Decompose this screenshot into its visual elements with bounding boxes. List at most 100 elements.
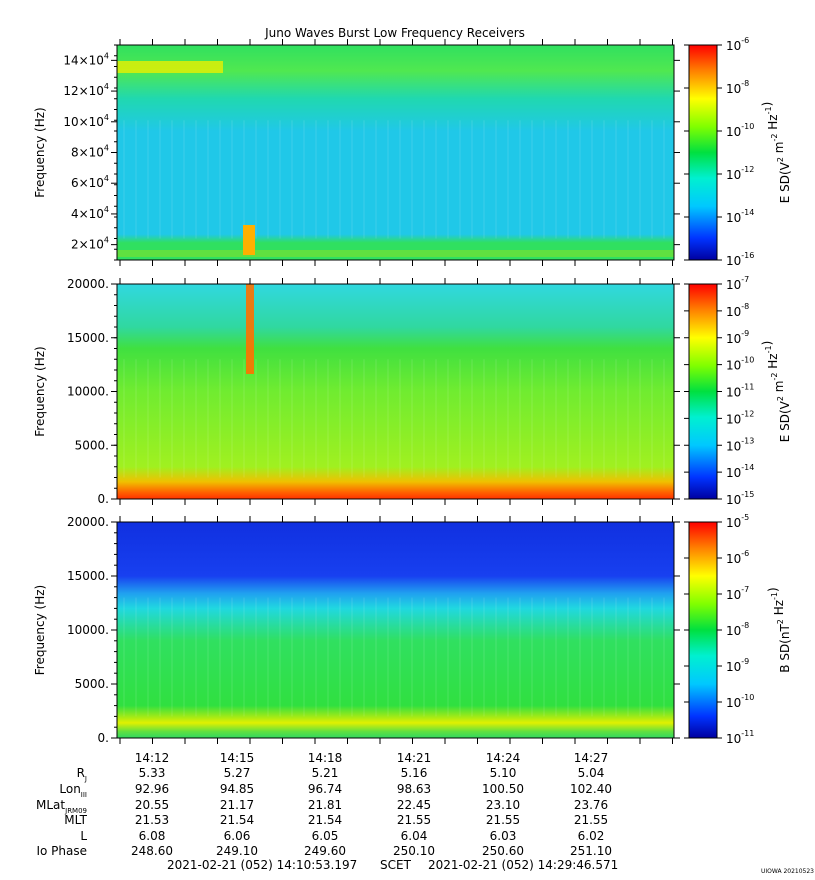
texture-stripe xyxy=(423,597,425,717)
ephemeris-value: 250.60 xyxy=(482,844,524,858)
texture-stripe xyxy=(303,359,305,478)
texture-stripe xyxy=(447,597,449,717)
colorbar-tick-label: 10-14 xyxy=(726,208,754,225)
texture-stripe xyxy=(519,120,521,239)
texture-stripe xyxy=(123,597,125,717)
colorbar-tick-label: 10-10 xyxy=(726,693,754,710)
ephemeris-value: 248.60 xyxy=(131,844,173,858)
colorbar-tick-label: 10-9 xyxy=(726,329,749,346)
texture-stripe xyxy=(615,359,617,478)
texture-stripe xyxy=(375,120,377,239)
texture-stripe xyxy=(159,120,161,239)
texture-stripe xyxy=(231,359,233,478)
texture-stripe xyxy=(363,597,365,717)
y-tick-label: 2×104 xyxy=(71,236,109,252)
texture-stripe xyxy=(363,120,365,239)
texture-stripe xyxy=(639,120,641,239)
texture-stripe xyxy=(375,597,377,717)
ephemeris-value: 23.76 xyxy=(574,798,608,812)
ephemeris-value: 21.54 xyxy=(308,813,342,827)
ephemeris-value: 5.10 xyxy=(490,766,517,780)
texture-stripe xyxy=(183,597,185,717)
ephemeris-row-label: LonIII xyxy=(59,782,87,799)
texture-stripe xyxy=(315,359,317,478)
texture-stripe xyxy=(459,359,461,478)
texture-stripe xyxy=(435,359,437,478)
texture-stripe xyxy=(399,359,401,478)
texture-stripe xyxy=(327,120,329,239)
colorbar-bottom xyxy=(688,521,718,739)
credit-stamp: UIOWA 20210523 xyxy=(761,868,814,875)
texture-stripe xyxy=(531,120,533,239)
texture-stripe xyxy=(543,359,545,478)
texture-stripe xyxy=(423,359,425,478)
texture-stripe xyxy=(219,597,221,717)
texture-stripe xyxy=(603,120,605,239)
ephemeris-value: 96.74 xyxy=(308,782,342,796)
ephemeris-value: 21.81 xyxy=(308,798,342,812)
colorbar-tick-label: 10-9 xyxy=(726,657,749,674)
texture-stripe xyxy=(663,120,665,239)
texture-stripe xyxy=(303,597,305,717)
ephemeris-value: 6.05 xyxy=(312,829,339,843)
texture-stripe xyxy=(387,359,389,478)
texture-stripe xyxy=(183,359,185,478)
texture-stripe xyxy=(447,359,449,478)
ephemeris-value: 20.55 xyxy=(135,798,169,812)
colorbar-label: E SD(V2 m-2 Hz-1) xyxy=(760,102,792,204)
texture-stripe xyxy=(531,359,533,478)
time-end: 2021-02-21 (052) 14:29:46.571 xyxy=(428,858,618,872)
texture-stripe xyxy=(243,597,245,717)
texture-stripe xyxy=(135,120,137,239)
colorbar-tick-label: 10-13 xyxy=(726,436,754,453)
texture-stripe xyxy=(315,597,317,717)
y-tick-label: 12×104 xyxy=(63,82,109,98)
texture-stripe xyxy=(519,359,521,478)
texture-stripe xyxy=(195,120,197,239)
ephemeris-table: RJ 5.33 5.27 5.21 5.16 5.10 5.04 LonIII 92.96 94.… xyxy=(36,766,612,858)
burst-feature xyxy=(246,284,254,374)
x-tick-label: 14:12 xyxy=(135,751,170,765)
texture-stripe xyxy=(387,597,389,717)
ephemeris-value: 21.55 xyxy=(486,813,520,827)
y-tick-label: 10000. xyxy=(67,385,109,399)
texture-stripe xyxy=(663,597,665,717)
texture-stripe xyxy=(339,359,341,478)
texture-stripe xyxy=(543,597,545,717)
texture-stripe xyxy=(291,120,293,239)
texture-stripe xyxy=(147,597,149,717)
ephemeris-value: 5.33 xyxy=(139,766,166,780)
texture-stripe xyxy=(555,597,557,717)
ephemeris-value: 6.02 xyxy=(578,829,605,843)
ephemeris-value: 100.50 xyxy=(482,782,524,796)
texture-stripe xyxy=(627,120,629,239)
texture-stripe xyxy=(471,597,473,717)
ephemeris-value: 249.60 xyxy=(304,844,346,858)
y-axis-label: Frequency (Hz) xyxy=(33,346,47,437)
texture-stripe xyxy=(291,597,293,717)
time-axis: 14:12 14:15 14:18 14:21 14:24 14:27 xyxy=(135,751,609,765)
texture-stripe xyxy=(387,120,389,239)
texture-stripe xyxy=(183,120,185,239)
colorbar-tick-label: 10-8 xyxy=(726,302,749,319)
low-band xyxy=(117,250,674,257)
colorbar-tick-label: 10-7 xyxy=(726,585,749,602)
ephemeris-value: 6.03 xyxy=(490,829,517,843)
spectrogram-bottom xyxy=(117,522,674,738)
texture-stripe xyxy=(591,359,593,478)
texture-stripe xyxy=(255,359,257,478)
ephemeris-value: 94.85 xyxy=(220,782,254,796)
texture-stripe xyxy=(459,597,461,717)
texture-stripe xyxy=(123,359,125,478)
y-tick-label: 0. xyxy=(98,731,109,745)
texture-stripe xyxy=(255,597,257,717)
x-tick-label: 14:21 xyxy=(397,751,432,765)
texture-stripe xyxy=(663,359,665,478)
texture-stripe xyxy=(483,120,485,239)
texture-stripe xyxy=(291,359,293,478)
colorbar-tick-label: 10-8 xyxy=(726,79,749,96)
texture-stripe xyxy=(591,597,593,717)
texture-stripe xyxy=(159,597,161,717)
texture-stripe xyxy=(495,359,497,478)
